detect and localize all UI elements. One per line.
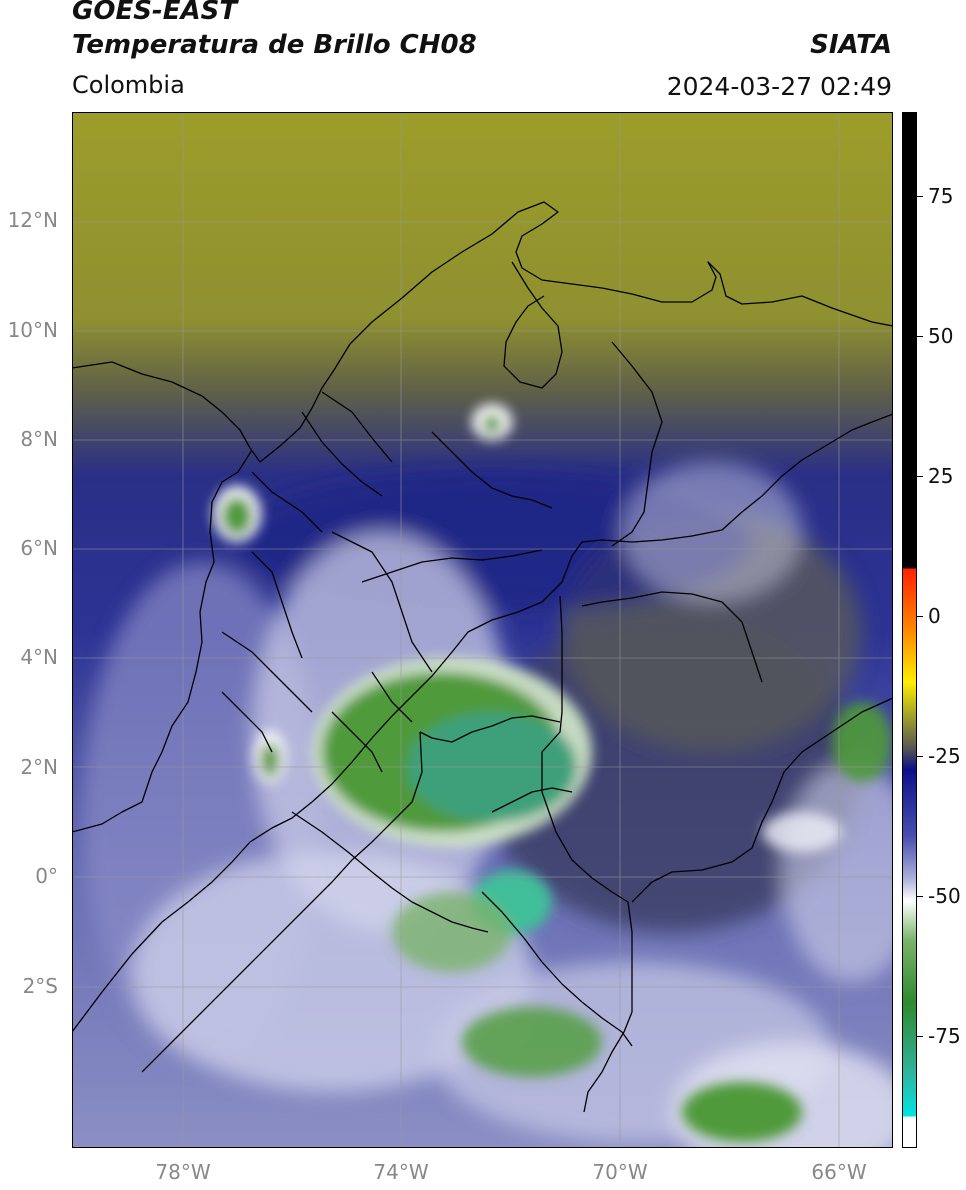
product-title: Temperatura de Brillo CH08: [72, 30, 477, 60]
lon-tick-label: 66°W: [811, 1160, 867, 1184]
colorbar-tick-mark: [917, 476, 923, 477]
organization-label: SIATA: [810, 30, 892, 60]
lat-tick-label: 10°N: [7, 318, 58, 342]
lat-tick-label: 4°N: [20, 645, 58, 669]
timestamp: 2024-03-27 02:49: [666, 72, 892, 101]
colorbar-tick-mark: [917, 336, 923, 337]
satellite-title: GOES-EAST: [72, 0, 238, 26]
colorbar-tick-label: 50: [928, 324, 954, 348]
colorbar: [902, 112, 917, 1148]
colorbar-tick-label: -50: [928, 884, 961, 908]
colorbar-tick-mark: [917, 616, 923, 617]
colorbar-tick-label: 25: [928, 464, 954, 488]
colorbar-gradient: [903, 113, 916, 1147]
colorbar-tick-mark: [917, 896, 923, 897]
colorbar-tick-label: 0: [928, 604, 941, 628]
region-label: Colombia: [72, 71, 185, 99]
lat-tick-label: 2°N: [20, 755, 58, 779]
brightness-temperature-map[interactable]: [72, 112, 893, 1148]
lat-tick-label: 6°N: [20, 536, 58, 560]
colorbar-tick-mark: [917, 196, 923, 197]
borders-and-coastlines: [72, 201, 893, 1113]
grid-lines: [72, 112, 893, 1148]
lat-tick-label: 8°N: [20, 427, 58, 451]
lat-tick-label: 12°N: [7, 208, 58, 232]
lon-tick-label: 70°W: [592, 1160, 648, 1184]
colorbar-tick-mark: [917, 1036, 923, 1037]
lat-tick-label: 0°: [35, 864, 58, 888]
colorbar-tick-label: -75: [928, 1024, 961, 1048]
lat-tick-label: 2°S: [22, 974, 58, 998]
colorbar-tick-label: -25: [928, 744, 961, 768]
lon-tick-label: 74°W: [373, 1160, 429, 1184]
lon-tick-label: 78°W: [155, 1160, 211, 1184]
colorbar-tick-label: 75: [928, 184, 954, 208]
colorbar-tick-mark: [917, 756, 923, 757]
